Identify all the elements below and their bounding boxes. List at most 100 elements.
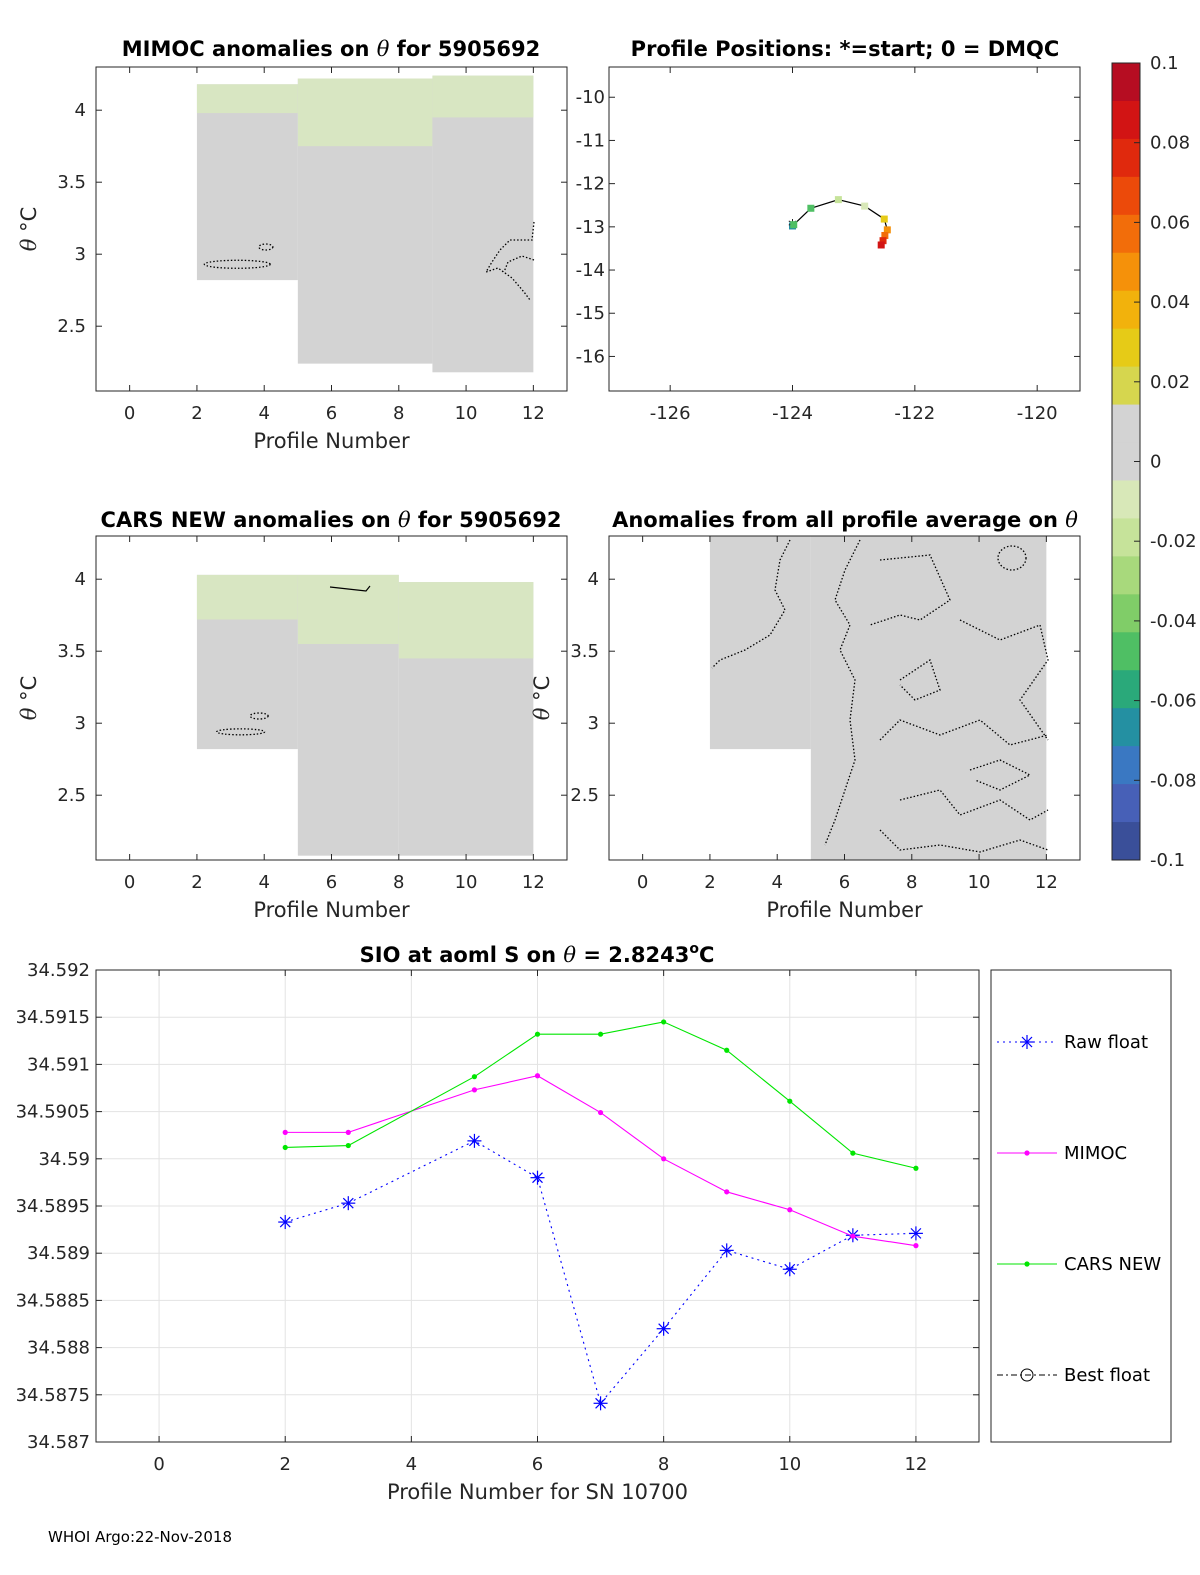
positions-panel: -126-124-122-120-16-15-14-13-12-11-10*Pr… <box>576 37 1081 424</box>
x-tick-label: 8 <box>658 1454 669 1475</box>
data-point <box>534 1073 541 1079</box>
y-tick-label: -15 <box>576 303 605 324</box>
y-tick-label: 34.591 <box>27 1054 90 1075</box>
x-tick-label: -120 <box>1017 403 1058 424</box>
y-tick-label: -13 <box>576 217 605 238</box>
profile-position-marker <box>881 231 889 239</box>
legend-entry: Best float <box>1064 1365 1150 1386</box>
colorbar-swatch <box>1112 708 1140 747</box>
data-point-star <box>1020 1035 1034 1049</box>
x-tick-label: 6 <box>839 872 850 893</box>
y-tick-label: 34.592 <box>27 960 90 981</box>
contour-line <box>869 554 951 626</box>
data-point <box>471 1074 478 1080</box>
series-line-raw-float <box>285 1140 916 1405</box>
colorbar-tick-label: 0.1 <box>1150 53 1179 74</box>
y-tick-label: -10 <box>576 87 605 108</box>
contour-line <box>484 221 535 301</box>
contour-line <box>879 829 1049 853</box>
y-tick-label: 2.5 <box>570 785 599 806</box>
x-tick-label: 4 <box>258 872 269 893</box>
x-tick-label: 10 <box>778 1454 801 1475</box>
x-tick-label: 4 <box>406 1454 417 1475</box>
colorbar-tick-label: 0.04 <box>1150 292 1190 313</box>
colorbar-swatch <box>1112 100 1140 140</box>
anomaly-cell-band <box>297 574 399 644</box>
x-tick-label: 12 <box>522 872 545 893</box>
x-tick-label: 8 <box>906 872 917 893</box>
colorbar-swatch <box>1112 404 1140 444</box>
colorbar-swatch <box>1112 518 1140 557</box>
star-stroke <box>910 1227 922 1239</box>
star-stroke <box>279 1216 291 1228</box>
footer-timestamp: WHOI Argo:22-Nov-2018 <box>48 1528 232 1546</box>
x-axis-label: Profile Number for SN 10700 <box>387 1480 688 1504</box>
x-tick-label: -126 <box>650 403 691 424</box>
anomaly-cell-block <box>432 75 534 373</box>
y-tick-label: 34.5905 <box>16 1102 90 1123</box>
colorbar-tick-label: -0.1 <box>1150 850 1185 871</box>
y-tick-label: 4 <box>588 569 599 590</box>
data-point <box>345 1129 351 1135</box>
anomaly-cell-band <box>398 582 534 659</box>
data-point <box>787 1098 793 1104</box>
legend-entry: MIMOC <box>1064 1143 1127 1164</box>
profile-position-marker <box>861 202 869 210</box>
data-point-star <box>278 1215 293 1230</box>
profile-position-marker <box>790 221 798 229</box>
contour-line <box>216 728 266 736</box>
profile-position-marker <box>834 196 842 204</box>
cars-title: CARS NEW anomalies on θ for 5905692 <box>101 508 562 532</box>
x-tick-label: 0 <box>124 872 135 893</box>
anomaly-cell-block <box>709 536 811 750</box>
y-tick-label: 4 <box>75 569 86 590</box>
colorbar-swatch <box>1112 138 1140 178</box>
y-axis-label: θ °C <box>530 676 554 721</box>
legend-marker <box>1024 1150 1030 1156</box>
x-tick-label: -122 <box>894 403 935 424</box>
colorbar-swatch <box>1112 176 1140 216</box>
y-tick-label: 3 <box>75 244 86 265</box>
data-point <box>661 1019 667 1025</box>
data-point-star <box>782 1262 797 1277</box>
y-tick-label: 34.587 <box>27 1432 90 1453</box>
mimoc-panel: 0 2 4 6 8 10 12 2.5 3 3.5 4 Profile Number θ °C MIMOC… <box>17 37 568 453</box>
anomaly-cell-band <box>196 84 298 114</box>
allavg-panel: 0 2 4 6 8 10 12 2.5 3 3.5 4 Profile Number θ °C Anoma… <box>530 508 1081 922</box>
profile-position-marker <box>883 226 891 234</box>
contour-line <box>959 619 1049 741</box>
x-tick-label: 8 <box>393 403 404 424</box>
series-line-mimoc <box>285 1075 917 1247</box>
anomaly-cell-block <box>196 84 298 281</box>
star-stroke <box>721 1244 733 1256</box>
y-tick-label: 34.588 <box>27 1338 90 1359</box>
x-tick-label: 0 <box>637 872 648 893</box>
data-point-star <box>530 1170 545 1185</box>
star-stroke <box>532 1172 543 1184</box>
data-point-star <box>908 1226 923 1241</box>
data-point <box>345 1142 351 1149</box>
positions-title: Profile Positions: *=start; 0 = DMQC <box>631 37 1060 61</box>
colorbar-tick-label: 0.02 <box>1150 372 1190 393</box>
axes-frame <box>608 66 1081 392</box>
y-tick-label: 2.5 <box>57 785 86 806</box>
star-stroke <box>595 1397 606 1409</box>
data-point <box>471 1087 478 1093</box>
star-stroke <box>342 1197 354 1209</box>
data-point <box>850 1233 856 1239</box>
legend-marker <box>1024 1261 1030 1267</box>
data-point <box>913 1165 919 1171</box>
colorbar-swatch <box>1112 63 1140 102</box>
x-tick-label: 12 <box>904 1454 927 1475</box>
colorbar-tick-label: -0.06 <box>1150 691 1197 712</box>
data-point <box>661 1156 667 1162</box>
anomaly-cell-band <box>432 75 534 118</box>
contour-line <box>249 712 269 720</box>
salinity-title: SIO at aoml S on θ = 2.8243oC <box>360 941 715 967</box>
data-point <box>724 1189 730 1195</box>
star-stroke <box>469 1135 480 1147</box>
contour-line <box>824 539 861 846</box>
contour-line <box>879 719 1049 746</box>
x-tick-label: 10 <box>968 872 991 893</box>
